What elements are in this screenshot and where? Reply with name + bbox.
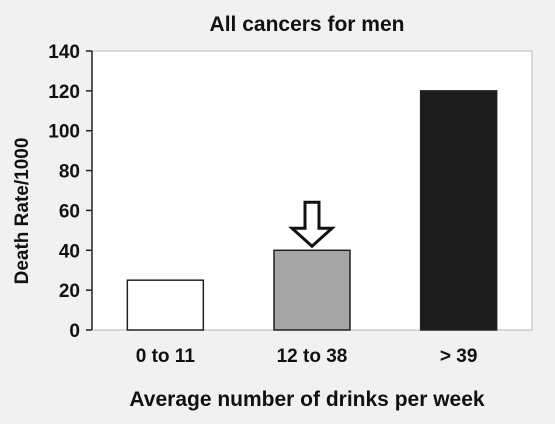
down-arrow-icon <box>288 200 336 249</box>
y-tick-label-20: 20 <box>59 281 80 302</box>
x-tick-label-1: 0 to 11 <box>136 346 196 367</box>
y-tick-label-0: 0 <box>69 321 80 342</box>
x-tick-label-3: > 39 <box>440 346 478 367</box>
x-tick-label-2: 12 to 38 <box>277 346 348 367</box>
bar-1 <box>126 279 205 331</box>
x-axis-label: Average number of drinks per week <box>129 388 484 411</box>
y-tick-label-100: 100 <box>48 122 80 143</box>
chart-title: All cancers for men <box>210 13 405 36</box>
plot-area: 0 20 40 60 80 100 120 140 0 to 11 12 to 38 > 39 <box>48 42 533 367</box>
y-axis-label: Death Rate/1000 <box>12 138 33 285</box>
y-tick-label-120: 120 <box>48 82 80 103</box>
y-tick-label-80: 80 <box>59 162 80 183</box>
bar-2 <box>273 249 351 331</box>
bar-3 <box>419 90 498 331</box>
y-tick-label-140: 140 <box>48 42 80 63</box>
y-tick-label-40: 40 <box>59 241 80 262</box>
y-tick-label-60: 60 <box>59 201 80 222</box>
